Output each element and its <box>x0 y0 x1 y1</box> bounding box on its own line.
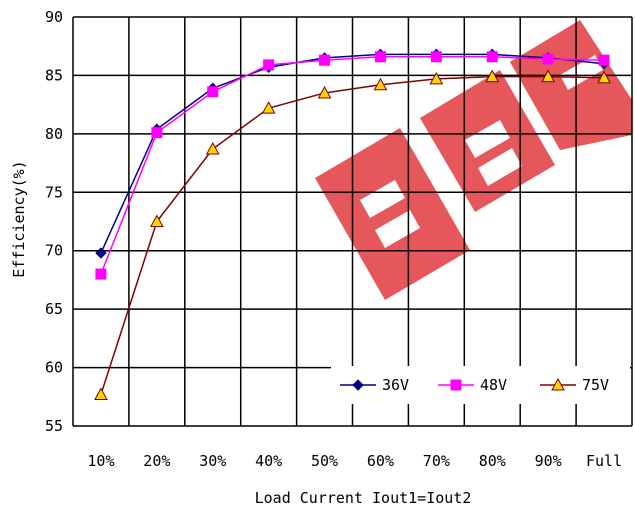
y-axis-ticks: 55 60 65 70 75 80 85 90 <box>45 8 63 435</box>
data-point-marker <box>263 59 275 71</box>
watermark-logo <box>315 20 632 300</box>
x-tick-label: 90% <box>535 452 562 470</box>
y-tick-label: 65 <box>45 300 63 318</box>
legend-label: 36V <box>382 376 409 394</box>
legend-item: 48V <box>438 376 507 394</box>
data-point-marker <box>374 51 386 63</box>
x-tick-label: 70% <box>423 452 450 470</box>
data-point-marker <box>486 51 498 63</box>
data-point-marker <box>95 247 107 259</box>
series-75V <box>94 69 611 400</box>
x-tick-label: Full <box>586 452 622 470</box>
series-line <box>100 55 605 275</box>
data-point-marker <box>541 69 555 83</box>
y-tick-label: 70 <box>45 242 63 260</box>
data-point-marker <box>95 268 107 280</box>
watermark-cutout <box>465 120 510 158</box>
legend-item: 36V <box>340 376 409 394</box>
series-48V <box>95 51 610 280</box>
legend: 36V 48V 75V <box>331 366 630 404</box>
data-point-marker <box>597 70 611 84</box>
data-point-marker <box>598 54 610 66</box>
data-point-marker <box>94 387 108 400</box>
data-point-marker <box>151 127 163 139</box>
y-tick-label: 75 <box>45 183 63 201</box>
watermark-cutout <box>478 148 522 186</box>
x-tick-label: 30% <box>199 452 226 470</box>
legend-marker <box>352 379 364 391</box>
data-point-marker <box>150 214 164 227</box>
legend-marker <box>551 377 565 391</box>
watermark-cutout <box>560 55 603 90</box>
y-axis-title: Efficiency(%) <box>10 160 28 277</box>
data-point-marker <box>205 142 220 155</box>
x-tick-label: 20% <box>143 452 170 470</box>
data-point-marker <box>319 54 331 66</box>
watermark-cutout <box>360 180 405 218</box>
y-tick-label: 85 <box>45 66 63 84</box>
series-group <box>94 48 611 400</box>
x-tick-label: 40% <box>255 452 282 470</box>
legend-box <box>331 366 630 404</box>
x-tick-label: 60% <box>367 452 394 470</box>
watermark-shape <box>315 128 470 300</box>
legend-label: 48V <box>480 376 507 394</box>
data-point-marker <box>542 53 554 65</box>
data-point-marker <box>261 101 276 114</box>
y-tick-label: 90 <box>45 8 63 26</box>
legend-marker <box>450 379 462 391</box>
y-tick-label: 80 <box>45 125 63 143</box>
data-point-marker <box>207 86 219 98</box>
x-tick-label: 50% <box>311 452 338 470</box>
legend-label: 75V <box>582 376 609 394</box>
series-line <box>100 75 605 395</box>
data-point-marker <box>373 77 388 91</box>
x-tick-label: 10% <box>87 452 114 470</box>
data-point-marker <box>430 51 442 63</box>
y-tick-label: 60 <box>45 359 63 377</box>
data-point-marker <box>317 85 332 99</box>
data-point-marker <box>429 71 444 85</box>
x-axis-ticks: 10% 20% 30% 40% 50% 60% 70% 80% 90% Full <box>87 452 622 470</box>
x-axis-title: Load Current Iout1=Iout2 <box>255 489 472 507</box>
x-tick-label: 80% <box>479 452 506 470</box>
series-line <box>100 53 605 254</box>
y-tick-label: 55 <box>45 417 63 435</box>
data-point-marker <box>485 69 500 83</box>
grid-lines <box>72 16 633 427</box>
legend-item: 75V <box>540 376 609 394</box>
